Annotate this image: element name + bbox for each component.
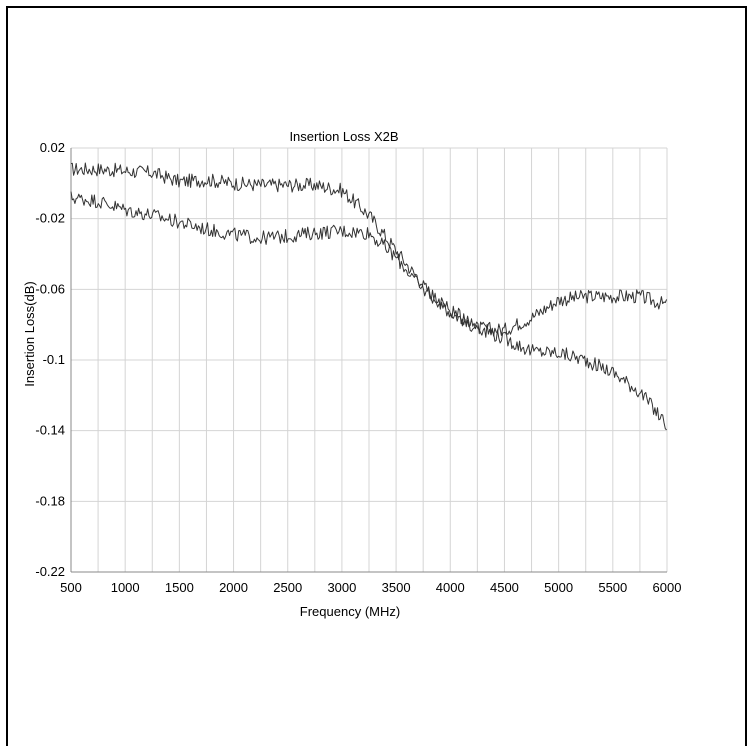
tick-labels: 500 1000 1500 2000 2500 3000 3500 4000 4500 5000 5… — [35, 140, 681, 595]
x-tick-label: 1500 — [165, 580, 194, 595]
y-tick-label: -0.18 — [35, 493, 65, 508]
y-axis-label: Insertion Loss(dB) — [22, 281, 37, 387]
x-tick-label: 1000 — [111, 580, 140, 595]
x-tick-label: 2000 — [219, 580, 248, 595]
x-tick-label: 4500 — [490, 580, 519, 595]
grid-lines — [70, 147, 668, 573]
y-tick-label: 0.02 — [40, 140, 65, 155]
chart-title: Insertion Loss X2B — [289, 129, 398, 144]
x-tick-label: 4000 — [436, 580, 465, 595]
x-tick-label: 5000 — [544, 580, 573, 595]
x-tick-label: 6000 — [653, 580, 682, 595]
figure-frame — [6, 6, 747, 746]
y-tick-label: -0.1 — [43, 352, 65, 367]
x-tick-label: 5500 — [598, 580, 627, 595]
series-layer — [70, 162, 668, 431]
x-tick-label: 3500 — [382, 580, 411, 595]
y-tick-label: -0.02 — [35, 211, 65, 226]
x-tick-label: 2500 — [273, 580, 302, 595]
y-tick-label: -0.06 — [35, 281, 65, 296]
x-tick-label: 500 — [60, 580, 82, 595]
x-axis-label: Frequency (MHz) — [300, 604, 400, 619]
series-line-1 — [70, 162, 668, 337]
series-line-2 — [70, 191, 667, 431]
y-tick-label: -0.14 — [35, 423, 65, 438]
x-tick-label: 3000 — [327, 580, 356, 595]
y-tick-label: -0.22 — [35, 564, 65, 579]
